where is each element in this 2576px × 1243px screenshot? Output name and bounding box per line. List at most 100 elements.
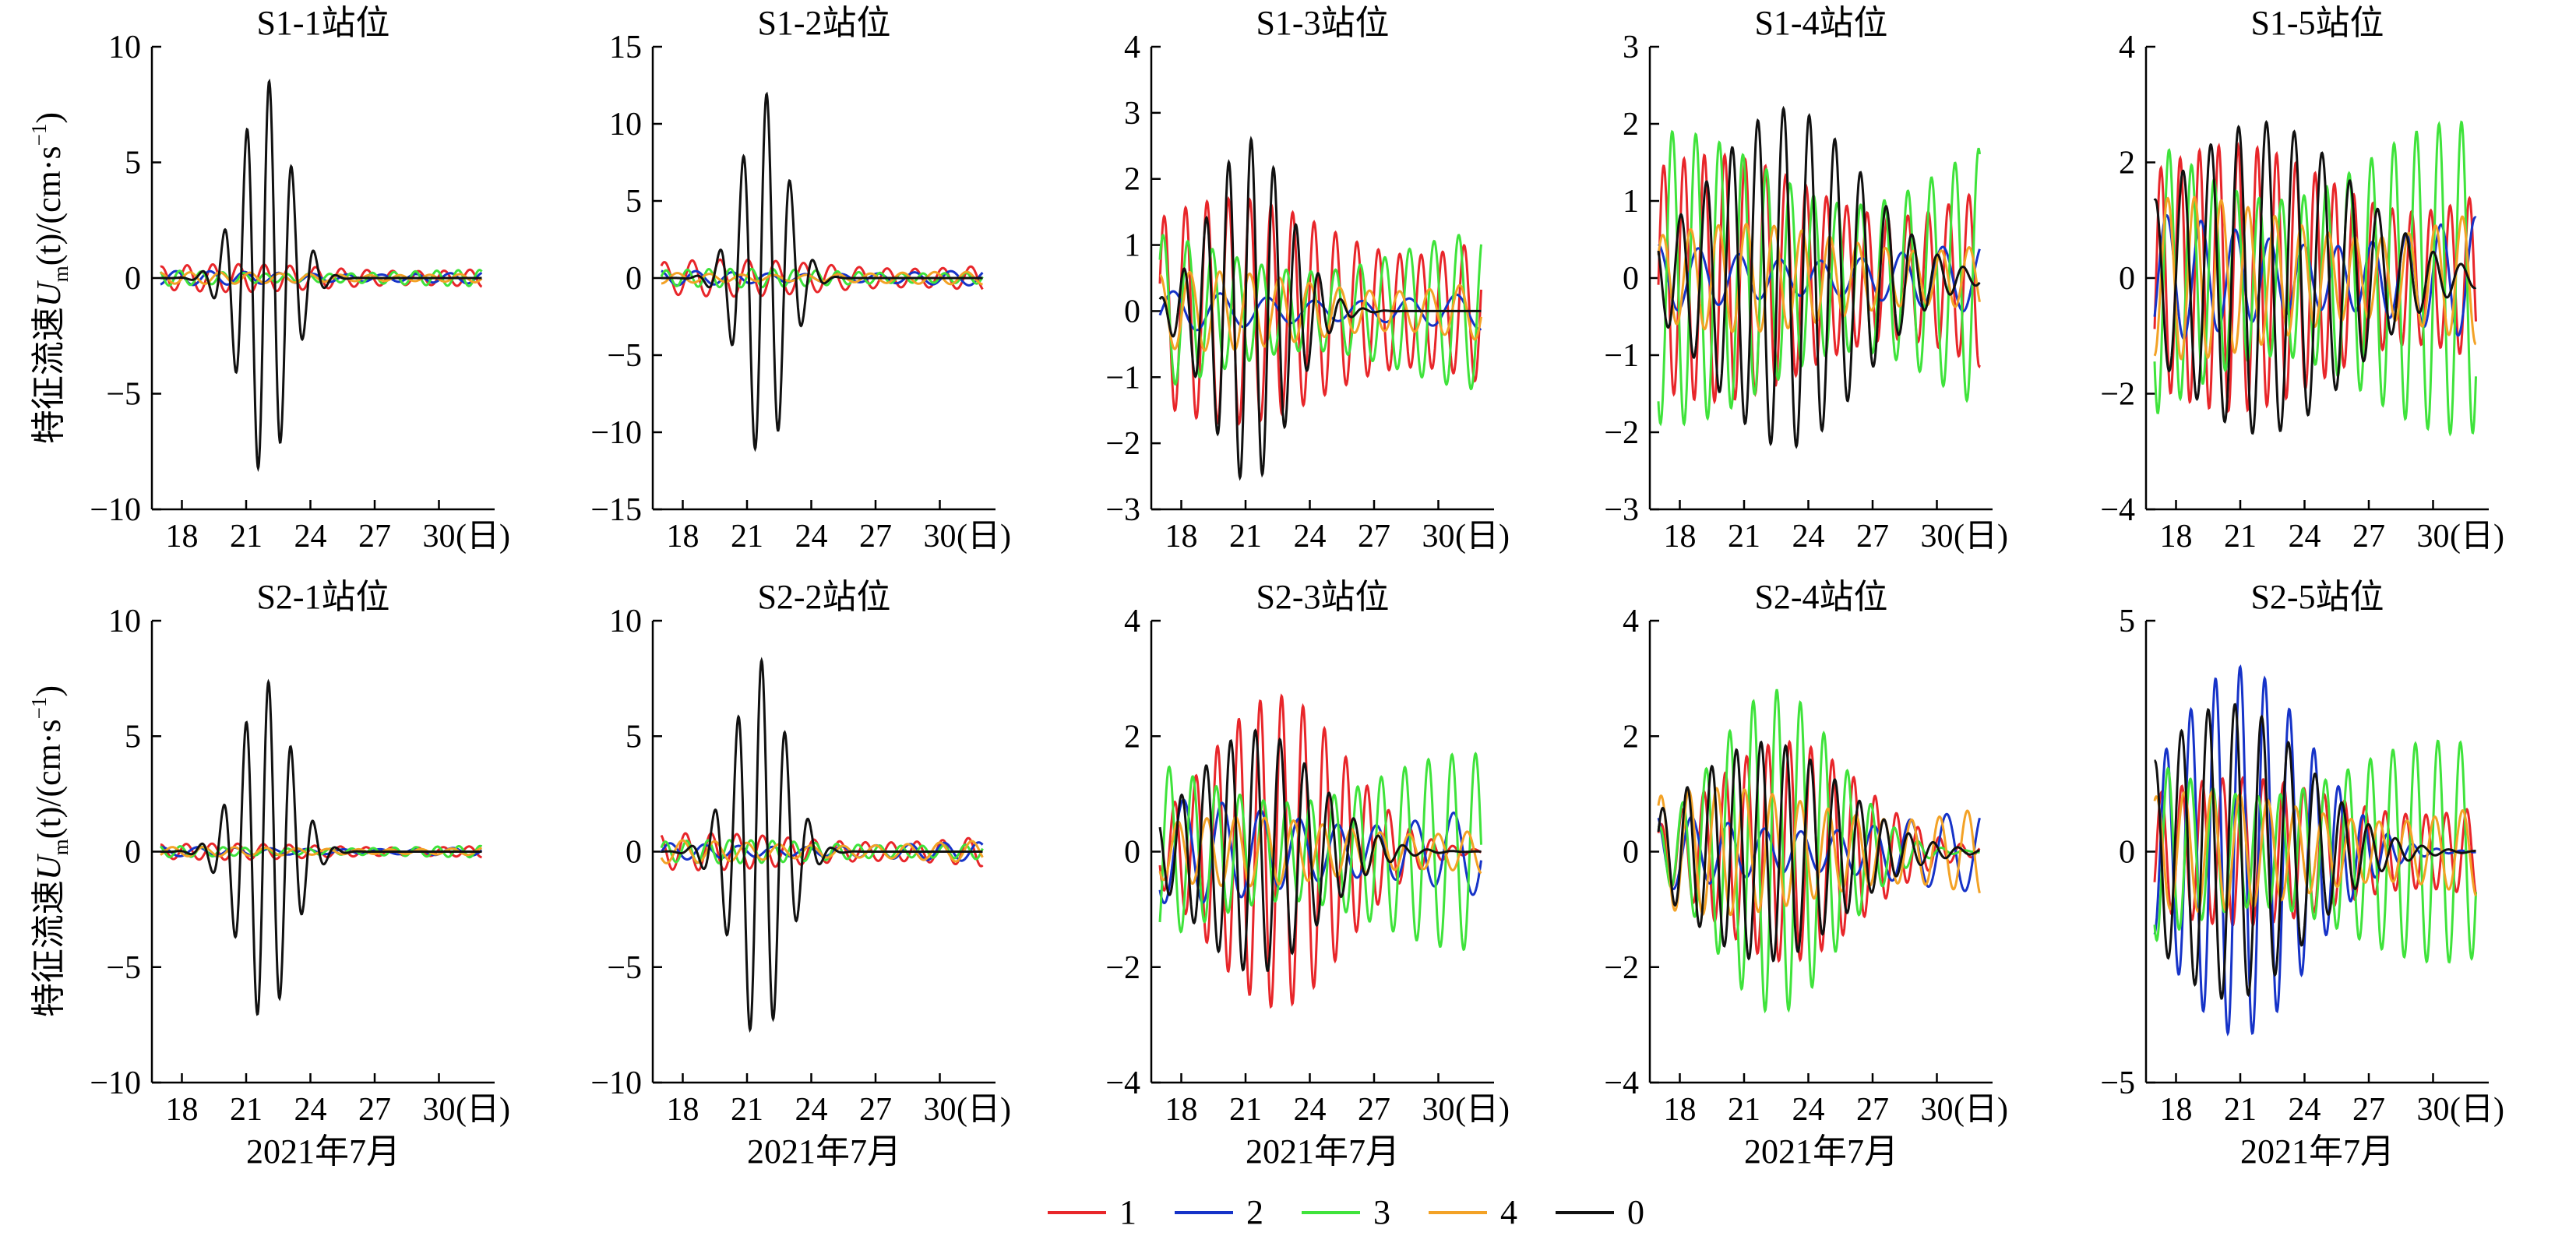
x-unit-label: (日) [2450,1092,2504,1128]
x-tick-label: 24 [1294,519,1327,555]
x-tick-label: 24 [1294,1092,1327,1128]
chart-title: S1-2站位 [757,4,890,42]
series-line-4 [1657,787,1981,917]
y-tick-label: −10 [90,492,141,528]
y-tick-label: 3 [1623,30,1639,65]
chart-title: S2-4站位 [1754,578,1887,616]
ylabel-sub: m [49,266,73,283]
y-tick-label: 0 [1124,835,1140,871]
y-tick-label: −5 [106,950,141,986]
series-line-0 [1657,105,1981,449]
x-unit-label: (日) [957,1092,1011,1128]
ylabel-prefix: 特征流速 [30,880,69,1018]
chart-title: S1-4站位 [1754,4,1887,42]
y-tick-label: 0 [2119,835,2135,871]
y-tick-label: −4 [2100,492,2135,528]
chart-title: S2-5站位 [2250,578,2384,616]
y-tick-label: 4 [1623,604,1639,639]
chart-panel-3: S1-3站位 −3 −2 −1 0 1 2 3 4 18 21 24 27 30 (日) [1105,4,1510,555]
chart-title: S2-2站位 [757,578,890,616]
y-tick-label: 3 [1124,96,1140,132]
x-tick-label: 18 [1664,519,1697,555]
y-tick-label: 4 [1124,604,1140,639]
y-tick-label: 10 [108,30,141,65]
legend-label-0: 0 [1627,1193,1644,1231]
y-tick-label: −2 [1604,415,1639,451]
y-tick-label: 1 [1623,184,1639,220]
x-tick-label: 24 [795,519,828,555]
chart-panel-10: S2-5站位 −5 0 5 18 21 24 27 30 (日) 2021年7月 [2100,578,2504,1171]
x-axis-title: 2021年7月 [747,1132,901,1171]
chart-panel-7: S2-2站位 −10 −5 0 5 10 18 21 24 27 30 (日) 2021年7月 [590,578,1011,1171]
x-tick-label: 30 [924,1092,957,1128]
series-line-3 [1158,234,1482,391]
x-tick-label: 27 [358,519,391,555]
y-tick-label: 2 [1623,107,1639,143]
y-tick-label: 10 [609,604,642,639]
x-tick-label: 21 [1728,519,1760,555]
x-tick-label: 24 [294,1092,327,1128]
x-tick-label: 18 [1165,1092,1198,1128]
ylabel-row-1: 特征流速Um(t)/(cm·s−1) [20,111,73,444]
y-tick-label: −5 [607,338,642,374]
series-line-3 [159,844,483,859]
legend-label-4: 4 [1500,1193,1517,1231]
y-tick-label: −2 [1604,950,1639,986]
x-tick-label: 30 [2417,1092,2450,1128]
x-tick-label: 21 [731,1092,763,1128]
x-tick-label: 27 [1358,519,1390,555]
x-tick-label: 21 [230,1092,263,1128]
chart-title: S1-3站位 [1256,4,1389,42]
x-tick-label: 30 [1422,519,1455,555]
y-tick-label: −10 [90,1065,141,1101]
series-line-3 [1657,129,1981,427]
y-tick-label: −3 [1604,492,1639,528]
x-unit-label: (日) [456,519,510,555]
ylabel-sup: −1 [27,123,51,146]
y-tick-label: 2 [2119,146,2135,181]
series-line-4 [2153,195,2477,361]
y-tick-label: 5 [625,719,642,755]
y-tick-label: 5 [625,184,642,220]
x-axis-title: 2021年7月 [2240,1132,2395,1171]
y-tick-label: −4 [1105,1065,1140,1101]
y-tick-label: 0 [125,835,141,871]
x-unit-label: (日) [1954,519,2008,555]
x-axis-title: 2021年7月 [246,1132,400,1171]
series-line-1 [1657,739,1981,963]
series-line-4 [1158,815,1482,888]
x-tick-label: 24 [1792,1092,1825,1128]
y-tick-label: −10 [590,415,642,451]
chart-title: S2-3站位 [1256,578,1389,616]
y-tick-label: −2 [1105,950,1140,986]
y-tick-label: 10 [609,107,642,143]
legend: 1 2 3 4 0 [1048,1193,1644,1231]
series-line-2 [160,269,483,287]
series-line-0 [1158,728,1482,972]
y-tick-label: 0 [1623,835,1639,871]
x-tick-label: 18 [1165,519,1198,555]
chart-title: S2-1站位 [256,578,389,616]
y-tick-label: −1 [1604,338,1639,374]
x-tick-label: 27 [1856,519,1889,555]
x-tick-label: 27 [2352,519,2385,555]
ylabel-var: U [30,855,69,881]
y-tick-label: 2 [1124,162,1140,198]
x-unit-label: (日) [957,519,1011,555]
series-line-0 [2154,702,2476,1000]
x-tick-label: 30 [1921,519,1954,555]
x-tick-label: 27 [859,519,892,555]
x-tick-label: 27 [358,1092,391,1128]
x-tick-label: 21 [2224,519,2257,555]
y-tick-label: 5 [2119,604,2135,639]
y-tick-label: 10 [108,604,141,639]
ylabel-end: ) [30,111,69,124]
legend-label-2: 2 [1246,1193,1263,1231]
y-tick-label: 4 [2119,30,2135,65]
series-line-0 [160,678,482,1016]
chart-panel-4: S1-4站位 −3 −2 −1 0 1 2 3 18 21 24 27 30 (日) [1604,4,2008,555]
series-line-0 [2153,119,2477,435]
y-tick-label: −3 [1105,492,1140,528]
